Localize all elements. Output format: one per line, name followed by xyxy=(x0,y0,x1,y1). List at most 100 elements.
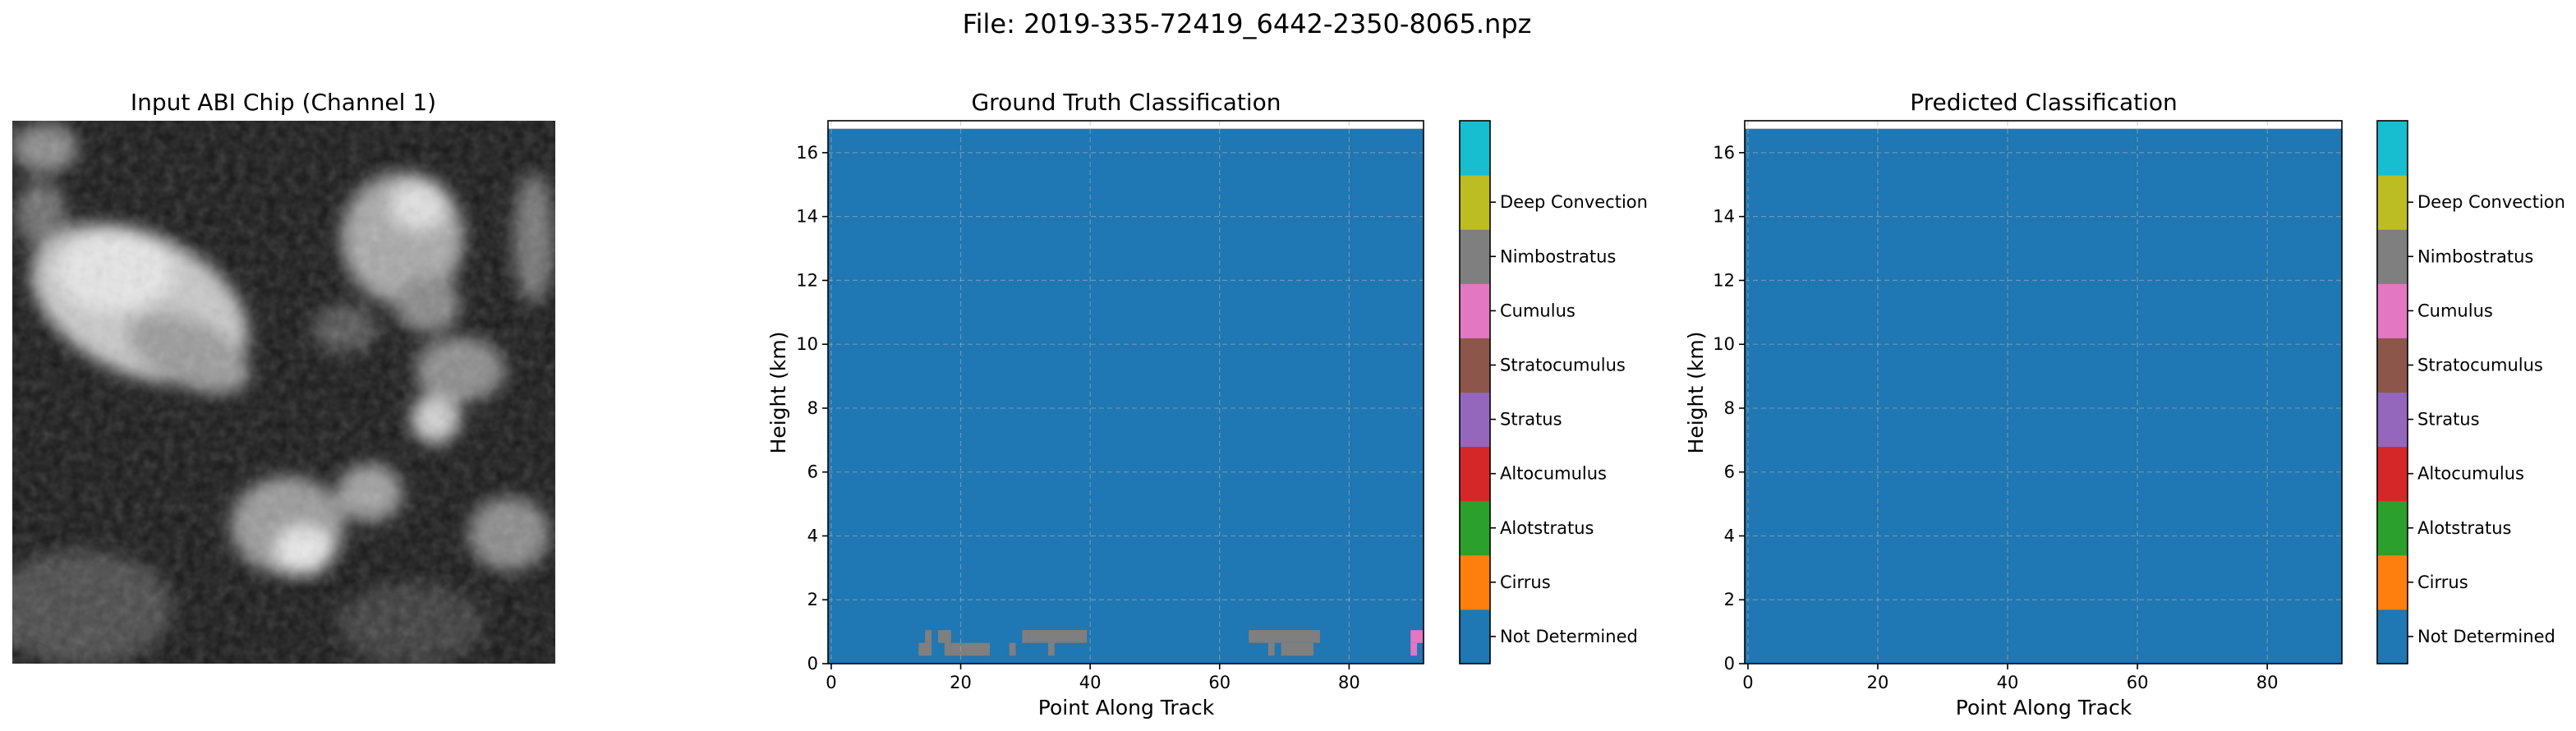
colorbar-label: Not Determined xyxy=(2417,627,2555,646)
heatmap-cell xyxy=(1022,630,1029,643)
heatmap-cell xyxy=(1028,630,1088,643)
y-tick-label: 14 xyxy=(796,207,818,227)
colorbar-label: Altocumulus xyxy=(2417,464,2524,484)
image-panel-title: Input ABI Chip (Channel 1) xyxy=(131,89,436,116)
y-tick-label: 12 xyxy=(1713,270,1735,290)
colorbar-segment xyxy=(2377,283,2408,338)
y-tick-label: 12 xyxy=(796,270,818,290)
heatmap-cell xyxy=(1410,630,1424,643)
y-tick-label: 8 xyxy=(807,398,818,418)
heatmap-cell xyxy=(1047,642,1055,656)
x-tick-label: 0 xyxy=(826,673,836,692)
x-tick-label: 40 xyxy=(1997,673,2019,692)
predicted-ylabel: Height (km) xyxy=(1684,332,1708,454)
colorbar-segment xyxy=(2377,175,2408,230)
colorbar-label: Stratocumulus xyxy=(1500,355,1626,375)
colorbar-label: Nimbostratus xyxy=(2417,246,2533,266)
colorbar-segment xyxy=(2377,338,2408,393)
colorbar-segment xyxy=(2377,229,2408,284)
heatmap-background xyxy=(1745,128,2342,664)
predicted-colorbar: Not Determined Cirrus Alotstratus Altocumul… xyxy=(2376,120,2565,664)
x-tick-label: 80 xyxy=(2256,673,2279,692)
colorbar-label: Alotstratus xyxy=(1500,518,1594,538)
y-tick-label: 2 xyxy=(1724,590,1735,609)
colorbar-segment xyxy=(1460,338,1490,393)
ground-truth-panel: Ground Truth Classification 0 20 40 60 80 0 2 4… xyxy=(766,89,1424,720)
y-tick-label: 4 xyxy=(1724,526,1735,545)
colorbar-segment xyxy=(1460,500,1490,556)
y-tick-label: 16 xyxy=(796,143,818,163)
colorbar-segment xyxy=(2377,392,2408,448)
y-tick-label: 10 xyxy=(1713,334,1735,354)
predicted-panel: Predicted Classification 0 20 40 60 80 0 2 4 6 8 1… xyxy=(1684,89,2343,720)
x-tick-label: 0 xyxy=(1742,673,1753,692)
y-tick-label: 0 xyxy=(1724,654,1735,674)
predicted-xlabel: Point Along Track xyxy=(1956,696,2132,720)
colorbar-label: Altocumulus xyxy=(1500,464,1607,484)
colorbar-label: Not Determined xyxy=(1500,627,1638,646)
colorbar-label: Stratocumulus xyxy=(2417,355,2543,375)
colorbar-segment xyxy=(1460,554,1490,610)
y-tick-label: 8 xyxy=(1724,398,1735,418)
colorbar-segment xyxy=(1460,283,1490,338)
axes-frame xyxy=(827,120,1424,664)
y-tick-label: 0 xyxy=(807,654,818,674)
input-image-panel: Input ABI Chip (Channel 1) xyxy=(12,89,555,664)
y-tick-label: 4 xyxy=(807,526,818,545)
colorbar-label: Stratus xyxy=(2417,410,2480,430)
y-tick-label: 16 xyxy=(1713,143,1735,163)
x-tick-label: 60 xyxy=(1208,673,1230,692)
axes-frame xyxy=(1744,120,2343,664)
y-tick-label: 2 xyxy=(807,590,818,609)
heatmap-cell xyxy=(1267,642,1275,656)
colorbar-segment xyxy=(2377,609,2408,664)
heatmap-cell xyxy=(1281,642,1314,656)
colorbar-frame xyxy=(2376,120,2408,664)
y-tick-label: 14 xyxy=(1713,207,1735,227)
figure-title: File: 2019-335-72419_6442-2350-8065.npz xyxy=(963,8,1532,39)
predicted-heatmap: 0 20 40 60 80 0 2 4 6 8 10 12 14 16 xyxy=(1713,120,2343,692)
satellite-image xyxy=(12,121,555,664)
x-tick-label: 60 xyxy=(2127,673,2149,692)
colorbar-segment xyxy=(1460,229,1490,284)
colorbar-label: Stratus xyxy=(1500,410,1562,430)
ground-truth-heatmap: 0 20 40 60 80 0 2 4 6 8 10 12 14 16 xyxy=(796,120,1424,692)
colorbar-segment xyxy=(1460,609,1490,664)
colorbar-segment xyxy=(1460,446,1490,502)
heatmap-cell xyxy=(937,630,951,643)
heatmap-cell xyxy=(950,642,991,656)
ground-truth-ylabel: Height (km) xyxy=(766,332,790,454)
y-tick-label: 6 xyxy=(807,462,818,482)
colorbar-segment xyxy=(2377,446,2408,502)
heatmap-cell xyxy=(1249,630,1320,643)
predicted-title: Predicted Classification xyxy=(1910,89,2178,116)
colorbar-segment xyxy=(1460,392,1490,448)
colorbar-label: Cumulus xyxy=(1500,301,1576,320)
colorbar-label: Deep Convection xyxy=(2417,192,2565,212)
colorbar-label: Cirrus xyxy=(1500,572,1551,592)
x-tick-label: 20 xyxy=(1867,673,1889,692)
colorbar-segment xyxy=(1460,121,1490,176)
colorbar-label: Cirrus xyxy=(2417,572,2468,592)
heatmap-background xyxy=(828,128,1424,664)
ground-truth-colorbar: Not Determined Cirrus Alotstratus Altocumul… xyxy=(1459,120,1648,664)
y-tick-label: 10 xyxy=(796,334,818,354)
colorbar-label: Deep Convection xyxy=(1500,192,1648,212)
heatmap-cell xyxy=(918,642,932,656)
ground-truth-xlabel: Point Along Track xyxy=(1038,696,1215,720)
y-tick-label: 6 xyxy=(1724,462,1735,482)
colorbar-segment xyxy=(2377,500,2408,556)
colorbar-label: Nimbostratus xyxy=(1500,246,1616,266)
x-tick-label: 80 xyxy=(1338,673,1360,692)
colorbar-frame xyxy=(1459,120,1491,664)
colorbar-segment xyxy=(2377,554,2408,610)
heatmap-cell xyxy=(1009,642,1016,656)
x-tick-label: 40 xyxy=(1079,673,1102,692)
ground-truth-title: Ground Truth Classification xyxy=(971,89,1281,116)
x-tick-label: 20 xyxy=(950,673,972,692)
colorbar-label: Cumulus xyxy=(2417,301,2493,320)
colorbar-segment xyxy=(2377,121,2408,176)
heatmap-cell xyxy=(925,630,932,643)
colorbar-segment xyxy=(1460,175,1490,230)
